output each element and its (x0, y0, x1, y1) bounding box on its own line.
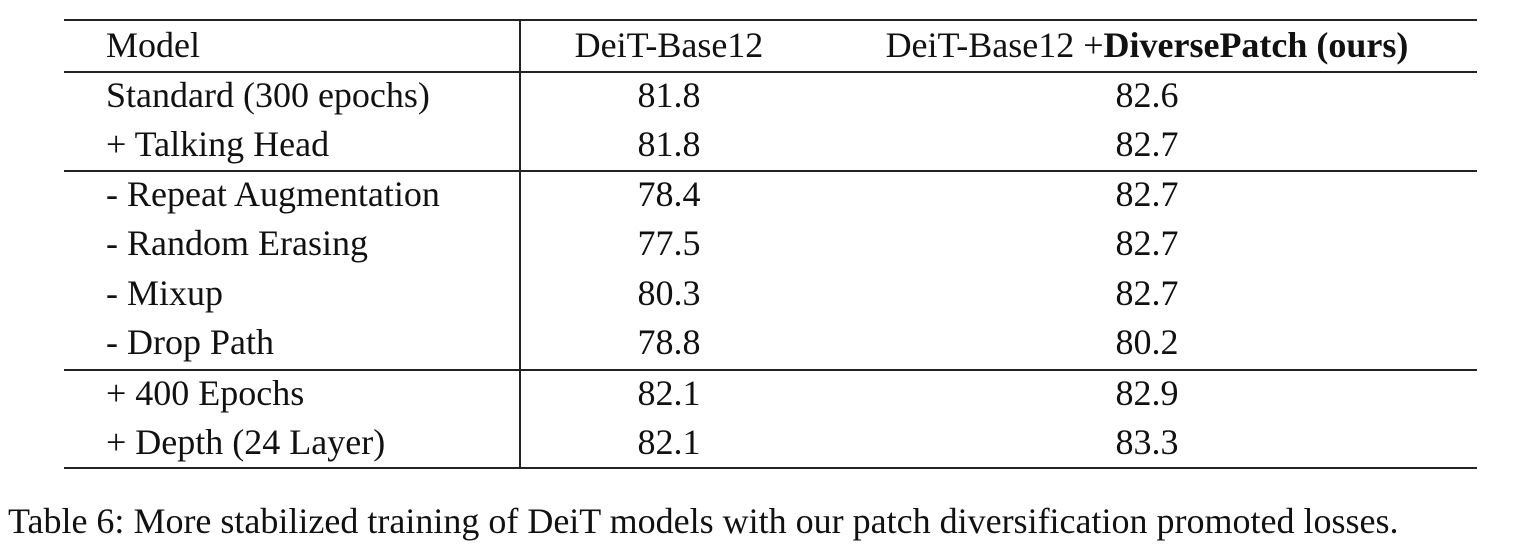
row-ours-value: 82.9 (1115, 373, 1179, 413)
row-base-value: 77.5 (637, 223, 701, 263)
row-model: Standard (300 epochs) (106, 75, 430, 115)
row-base-value: 82.1 (637, 373, 701, 413)
table-caption: Table 6: More stabilized training of Dei… (8, 501, 1399, 541)
row-model: - Repeat Augmentation (106, 174, 440, 214)
row-ours-value: 83.3 (1115, 422, 1179, 462)
header-deit-base: DeiT-Base12 (574, 25, 764, 65)
header-diversepatch-bold: DiversePatch (ours) (1103, 25, 1409, 65)
row-model: + 400 Epochs (106, 373, 305, 413)
table-bottom-rule (64, 467, 1477, 469)
table-column-divider (519, 19, 521, 468)
table-top-rule (64, 19, 1477, 21)
row-base-value: 78.4 (637, 174, 701, 214)
table-group-rule (64, 170, 1477, 172)
row-ours-value: 82.7 (1115, 223, 1179, 263)
row-ours-value: 82.7 (1115, 174, 1179, 214)
row-model: + Depth (24 Layer) (106, 422, 386, 462)
header-diversepatch-prefix: DeiT-Base12 + (885, 25, 1104, 65)
row-ours-value: 82.7 (1115, 124, 1179, 164)
row-ours-value: 80.2 (1115, 322, 1179, 362)
row-model: + Talking Head (106, 124, 330, 164)
row-model: - Drop Path (106, 322, 274, 362)
row-ours-value: 82.6 (1115, 75, 1179, 115)
row-base-value: 80.3 (637, 273, 701, 313)
row-base-value: 81.8 (637, 75, 701, 115)
row-base-value: 81.8 (637, 124, 701, 164)
table-header-rule (64, 71, 1477, 73)
table-group-rule (64, 369, 1477, 371)
header-diversepatch: DeiT-Base12 +DiversePatch (ours) (817, 21, 1477, 69)
row-model: - Random Erasing (106, 223, 368, 263)
row-base-value: 82.1 (637, 422, 701, 462)
row-base-value: 78.8 (637, 322, 701, 362)
header-model: Model (106, 25, 200, 65)
row-ours-value: 82.7 (1115, 273, 1179, 313)
row-model: - Mixup (106, 273, 223, 313)
